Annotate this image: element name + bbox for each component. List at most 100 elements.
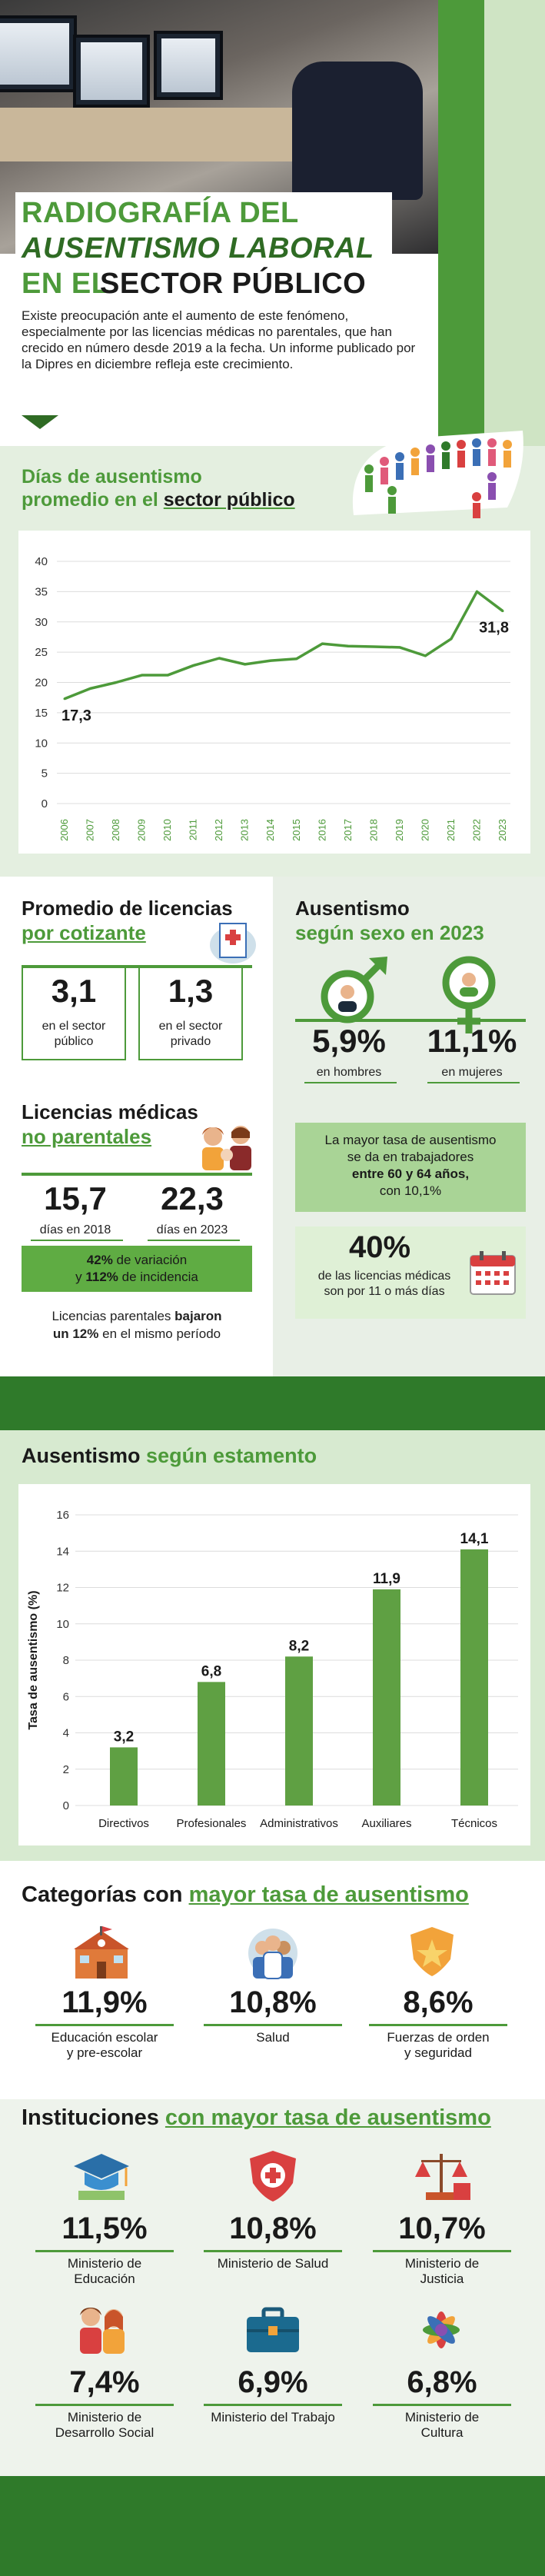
- underline: [148, 1240, 240, 1241]
- cat-label: Educación escolar y pre-escolar: [28, 2030, 181, 2061]
- inst-label: Ministerio de Cultura: [365, 2410, 519, 2441]
- x-tick-label: 2009: [136, 819, 148, 841]
- x-tick-label: 2015: [291, 819, 302, 841]
- chair-image: [292, 62, 423, 200]
- cat-title-highlight: mayor tasa de ausentismo: [188, 1882, 469, 1907]
- data-point: [450, 637, 453, 641]
- inst-label: Ministerio del Trabajo: [196, 2410, 350, 2425]
- cat-value: 11,9%: [61, 1985, 148, 2019]
- incidence-text: de incidencia: [118, 1270, 198, 1284]
- y-tick-label: 35: [35, 585, 48, 598]
- y-tick-label: 25: [35, 646, 48, 659]
- sexo-title-2: según sexo en 2023: [295, 921, 484, 944]
- crowd-illustration: [352, 431, 523, 518]
- inst-title-prefix: Instituciones: [22, 2105, 159, 2130]
- women-label: en mujeres: [441, 1066, 503, 1079]
- y-tick-label: 40: [35, 555, 48, 568]
- bar: [198, 1682, 225, 1806]
- y-tick-label: 20: [35, 677, 48, 690]
- arrow-down-icon: [22, 415, 58, 429]
- licencias-title-1: Promedio de licencias: [22, 897, 233, 920]
- medical-shield-icon: [250, 2151, 296, 2202]
- cat-label-2: y pre-escolar: [66, 2045, 143, 2060]
- data-point: [295, 657, 298, 661]
- y-tick-label: 0: [63, 1799, 69, 1812]
- inst-value: 7,4%: [69, 2365, 140, 2399]
- graduation-cap-icon: [74, 2154, 129, 2200]
- data-point: [63, 697, 66, 701]
- underline: [31, 1240, 123, 1241]
- y-tick-label: 10: [56, 1618, 69, 1631]
- age-line-1: La mayor tasa de ausentismo: [324, 1133, 497, 1147]
- inst-rule: [373, 2250, 511, 2252]
- data-point: [166, 674, 169, 677]
- data-point: [269, 659, 272, 662]
- medical-certificate-icon: [210, 923, 256, 964]
- inst-label: Ministerio de Justicia: [365, 2256, 519, 2287]
- data-point: [321, 642, 324, 645]
- cat-rule: [204, 2024, 342, 2026]
- data-point: [398, 646, 401, 649]
- age-line-3: entre 60 y 64 años,: [351, 1167, 470, 1181]
- calendar-icon: [470, 1251, 516, 1295]
- inst-rule: [373, 2404, 511, 2406]
- y-tick-label: 0: [42, 797, 48, 810]
- public-value: 3,1: [51, 973, 97, 1009]
- data-point: [424, 654, 427, 657]
- x-tick-label: Auxiliares: [361, 1817, 411, 1830]
- line-chart: 0 5 10 15 20 25 30 35 40 2006 2007 2008 2009 2010 2011…: [35, 555, 510, 841]
- age-band: La mayor tasa de ausentismo se da en tra…: [295, 1123, 526, 1212]
- cat-label-1: Educación escolar: [51, 2030, 158, 2045]
- main-title: RADIOGRAFÍA DEL AUSENTISMO LABORAL EN EL…: [15, 192, 392, 306]
- footer-band: [0, 2476, 545, 2576]
- y-tick-label: 30: [35, 616, 48, 629]
- family-icon: [80, 2308, 125, 2354]
- private-label: en el sector privado: [158, 1020, 223, 1048]
- bar: [460, 1549, 488, 1806]
- x-tick-label: Técnicos: [451, 1817, 497, 1830]
- age-line-2: se da en trabajadores: [347, 1150, 474, 1164]
- x-tick-label: Profesionales: [177, 1817, 247, 1830]
- x-tick-label: 2014: [264, 819, 276, 841]
- sexo-rule: [295, 1019, 526, 1022]
- line-chart-title-prefix: promedio en el: [22, 489, 158, 511]
- parental-note: Licencias parentales bajaron un 12% en e…: [22, 1307, 252, 1343]
- parents-baby-icon: [202, 1126, 251, 1170]
- x-tick-label: 2011: [188, 819, 199, 840]
- cat-label-1: Salud: [256, 2030, 290, 2045]
- monitor-image: [73, 35, 150, 108]
- data-label-first: 17,3: [61, 707, 91, 724]
- monitor-image: [0, 15, 77, 92]
- y-tick-label: 12: [56, 1582, 69, 1595]
- school-icon: [74, 1926, 129, 1979]
- inst-label-2: Cultura: [420, 2425, 464, 2440]
- inst-label-1: Ministerio de Salud: [217, 2256, 329, 2271]
- briefcase-icon: [247, 2307, 299, 2352]
- men-label: en hombres: [316, 1066, 382, 1079]
- x-tick-label: Administrativos: [260, 1817, 338, 1830]
- days-value: 40%: [348, 1230, 411, 1264]
- public-label: en el sector público: [42, 1020, 106, 1048]
- institutions-title: Instituciones con mayor tasa de ausentis…: [22, 2105, 491, 2131]
- x-tick-label: 2018: [367, 819, 379, 841]
- inst-label-2: Educación: [74, 2271, 135, 2286]
- x-tick-label: 2021: [445, 819, 457, 841]
- licencias-title: Promedio de licencias por cotizante: [22, 896, 233, 945]
- data-point: [192, 664, 195, 667]
- private-box: [138, 968, 243, 1060]
- days-line-2: son por 11 o más días: [324, 1285, 445, 1298]
- x-tick-label: 2010: [161, 819, 173, 841]
- cat-rule: [35, 2024, 174, 2026]
- police-badge-icon: [410, 1927, 454, 1976]
- title-line-2: AUSENTISMO LABORAL: [22, 232, 374, 265]
- y-tick-label: 15: [35, 707, 48, 720]
- cat-rule: [369, 2024, 507, 2026]
- data-point: [244, 663, 247, 666]
- bar-chart-title: Ausentismo según estamento: [22, 1444, 317, 1468]
- line-chart-title-2: promedio en el sector público: [22, 489, 295, 511]
- data-point: [115, 681, 118, 684]
- parental-note-prefix: Licencias parentales: [52, 1309, 175, 1323]
- y-tick-label: 4: [63, 1727, 69, 1740]
- value-2023: 22,3: [161, 1180, 224, 1216]
- men-value: 5,9%: [312, 1023, 386, 1059]
